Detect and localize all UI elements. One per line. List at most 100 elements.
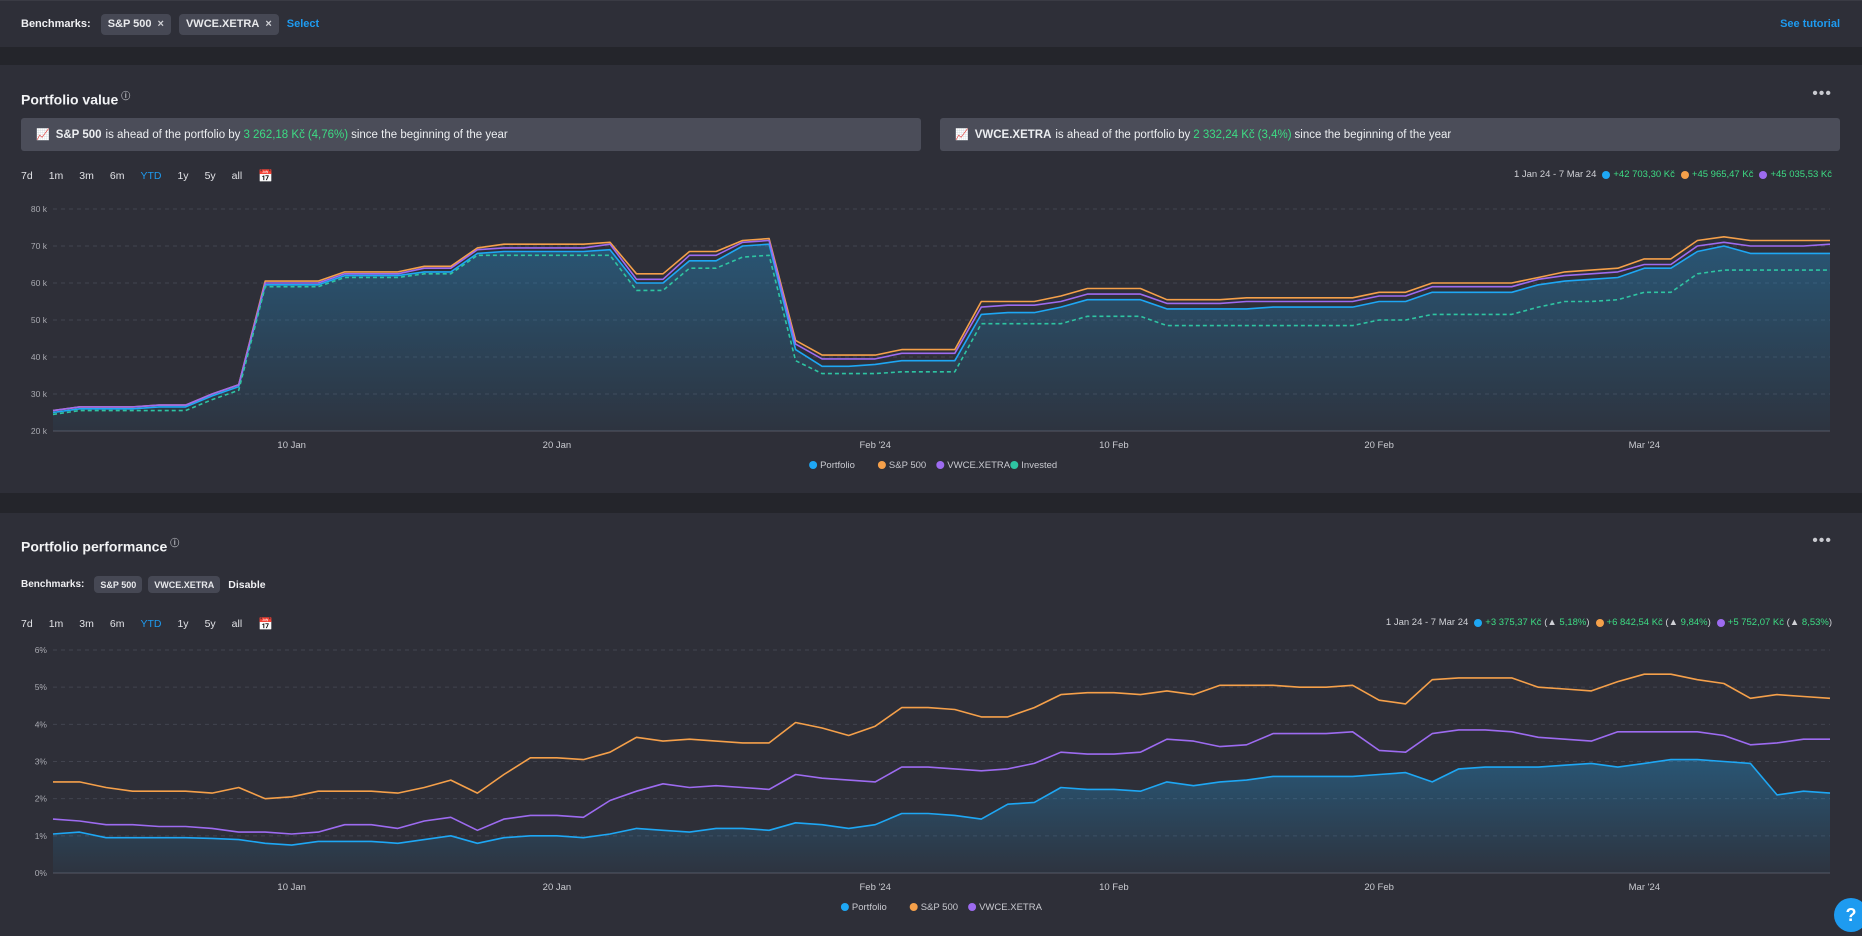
- range-1y[interactable]: 1y: [177, 618, 189, 630]
- benchmark-banner-sp500: 📈 S&P 500 is ahead of the portfolio by 3…: [21, 118, 921, 151]
- y-tick-label: 30 k: [31, 389, 48, 399]
- range-5y[interactable]: 5y: [204, 170, 216, 182]
- legend-item-invested[interactable]: Invested: [1010, 460, 1057, 471]
- range-1m[interactable]: 1m: [48, 170, 64, 182]
- range-7d[interactable]: 7d: [21, 170, 33, 182]
- see-tutorial-link[interactable]: See tutorial: [1780, 18, 1840, 30]
- range-all[interactable]: all: [231, 170, 243, 182]
- triangle-up-icon: ▲: [1547, 617, 1557, 628]
- legend-label: Portfolio: [820, 460, 855, 471]
- calendar-icon[interactable]: 📅: [258, 617, 274, 631]
- summary-vwce-pct: 8,53%: [1801, 617, 1829, 628]
- more-options-icon[interactable]: •••: [1812, 532, 1832, 549]
- period-summary: 1 Jan 24 - 7 Mar 24 +3 375,37 Kč (▲ 5,18…: [1385, 617, 1832, 628]
- series-area-portfolio: [53, 244, 1830, 431]
- legend-item-s-p-500[interactable]: S&P 500: [877, 460, 926, 471]
- y-tick-label: 60 k: [31, 278, 48, 288]
- y-tick-label: 70 k: [31, 241, 48, 251]
- x-tick-label: Feb '24: [859, 882, 890, 893]
- y-tick-label: 6%: [35, 645, 48, 655]
- benchmark-chip-sp500[interactable]: S&P 500: [94, 576, 143, 593]
- legend-item-portfolio[interactable]: Portfolio: [809, 460, 855, 471]
- legend-item-vwce-xetra[interactable]: VWCE.XETRA: [968, 902, 1043, 913]
- x-tick-label: 10 Jan: [277, 440, 306, 451]
- portfolio-dot-icon: [1474, 618, 1483, 627]
- range-6m[interactable]: 6m: [109, 618, 125, 630]
- legend-dot-icon: [968, 903, 977, 911]
- range-1y[interactable]: 1y: [177, 170, 189, 182]
- range-ytd[interactable]: YTD: [140, 170, 162, 182]
- disable-benchmarks-button[interactable]: Disable: [228, 578, 266, 591]
- calendar-icon[interactable]: 📅: [258, 169, 274, 183]
- benchmark-chip-sp500[interactable]: S&P 500 ×: [100, 13, 171, 35]
- legend-item-vwce-xetra[interactable]: VWCE.XETRA: [936, 460, 1011, 471]
- portfolio-value-chart[interactable]: 20 k 30 k 40 k 50 k 60 k 70 k 80 k 10 Jan 20 Jan…: [0, 65, 1862, 493]
- x-tick-label: 20 Jan: [543, 882, 572, 893]
- info-icon[interactable]: ⓘ: [121, 91, 131, 101]
- benchmarks-label: Benchmarks:: [21, 579, 85, 590]
- y-tick-label: 2%: [35, 794, 48, 804]
- range-1m[interactable]: 1m: [48, 618, 64, 630]
- benchmarks-label: Benchmarks:: [21, 18, 91, 30]
- range-3m[interactable]: 3m: [79, 618, 94, 630]
- portfolio-performance-panel: Portfolio performance ⓘ ••• Benchmarks: S…: [0, 513, 1862, 936]
- info-icon[interactable]: ⓘ: [170, 538, 180, 548]
- summary-portfolio-value: +42 703,30 Kč: [1613, 169, 1675, 180]
- summary-portfolio-pct: 5,18%: [1559, 617, 1587, 628]
- more-options-icon[interactable]: •••: [1812, 85, 1832, 102]
- banner-text: is ahead of the portfolio by: [105, 128, 241, 141]
- help-button[interactable]: ?: [1834, 898, 1862, 932]
- summary-sp500-value: +45 965,47 Kč: [1691, 169, 1754, 180]
- benchmarks-bar: Benchmarks: S&P 500 × VWCE.XETRA × Selec…: [0, 0, 1862, 47]
- range-all[interactable]: all: [231, 618, 243, 630]
- legend-dot-icon: [936, 461, 945, 469]
- banner-amount: 2 332,24 Kč: [1193, 128, 1255, 141]
- benchmark-chip-vwce[interactable]: VWCE.XETRA ×: [178, 13, 279, 35]
- legend-label: S&P 500: [889, 460, 926, 471]
- legend-label: Invested: [1021, 460, 1057, 471]
- series-line-vwce-xetra: [52, 729, 1830, 835]
- legend-dot-icon: [909, 903, 918, 911]
- x-tick-label: Feb '24: [859, 440, 890, 451]
- close-icon[interactable]: ×: [265, 18, 272, 30]
- y-tick-label: 4%: [35, 719, 48, 729]
- range-7d[interactable]: 7d: [21, 618, 33, 630]
- y-tick-label: 3%: [35, 757, 48, 767]
- legend-label: Portfolio: [852, 902, 887, 913]
- x-tick-label: 20 Feb: [1364, 440, 1394, 451]
- legend-item-s-p-500[interactable]: S&P 500: [909, 902, 958, 913]
- y-tick-label: 0%: [35, 868, 48, 878]
- x-tick-label: 20 Feb: [1364, 882, 1394, 893]
- close-icon[interactable]: ×: [157, 18, 164, 30]
- benchmark-chip-vwce[interactable]: VWCE.XETRA: [148, 576, 221, 593]
- banner-text: is ahead of the portfolio by: [1055, 128, 1191, 141]
- triangle-up-icon: ▲: [1789, 617, 1800, 628]
- legend-dot-icon: [809, 461, 818, 469]
- x-tick-label: 10 Feb: [1099, 882, 1129, 893]
- sp500-dot-icon: [1680, 170, 1689, 179]
- chart-up-icon: 📈: [955, 129, 969, 141]
- benchmarks-selector: Benchmarks: S&P 500 VWCE.XETRA Disable: [21, 576, 266, 593]
- y-tick-label: 1%: [35, 831, 48, 841]
- panel-title-text: Portfolio performance: [21, 538, 168, 555]
- summary-period: 1 Jan 24 - 7 Mar 24: [1385, 617, 1469, 628]
- range-3m[interactable]: 3m: [79, 170, 94, 182]
- select-benchmark-link[interactable]: Select: [286, 18, 320, 30]
- legend-label: S&P 500: [921, 902, 958, 913]
- y-tick-label: 40 k: [31, 352, 48, 362]
- range-6m[interactable]: 6m: [109, 170, 125, 182]
- y-tick-label: 5%: [35, 682, 48, 692]
- range-5y[interactable]: 5y: [204, 618, 216, 630]
- period-summary: 1 Jan 24 - 7 Mar 24 +42 703,30 Kč +45 96…: [1514, 169, 1832, 180]
- x-tick-label: 10 Jan: [277, 882, 306, 893]
- series-line-portfolio: [52, 758, 1831, 846]
- x-tick-label: 20 Jan: [543, 440, 572, 451]
- x-tick-label: Mar '24: [1629, 440, 1660, 451]
- series-line-vwce-xetra: [52, 239, 1831, 412]
- portfolio-performance-chart[interactable]: 0% 1% 2% 3% 4% 5% 6% 10 Jan 20 Jan Feb '24 10 Feb 2…: [0, 513, 1862, 936]
- range-ytd[interactable]: YTD: [140, 618, 162, 630]
- series-line-invested: [52, 254, 1830, 416]
- series-line-s-p-500: [53, 673, 1831, 800]
- legend-item-portfolio[interactable]: Portfolio: [840, 902, 887, 913]
- banner-text-end: since the beginning of the year: [1294, 128, 1452, 141]
